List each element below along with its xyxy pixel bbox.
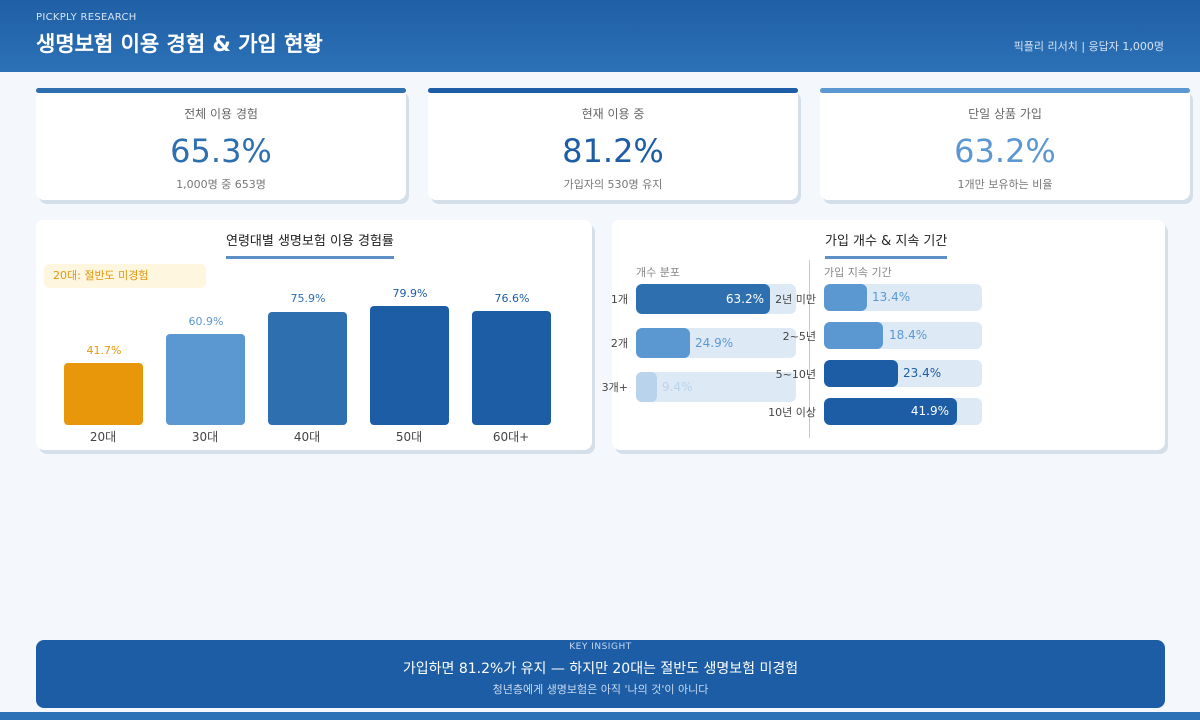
subhead-duration: 가입 지속 기간 xyxy=(824,266,892,279)
bar-value: 24.9% xyxy=(695,336,734,350)
bar-category: 5~10년 xyxy=(775,368,816,381)
bar-track-3: 9.4% xyxy=(636,372,796,402)
bar-50s xyxy=(370,306,449,425)
bar-category: 2년 미만 xyxy=(775,293,816,306)
bar-60s-plus xyxy=(472,311,551,425)
bar-category: 3개+ xyxy=(601,381,628,394)
bar-value: 9.4% xyxy=(662,380,693,394)
bar-category: 2개 xyxy=(610,337,628,350)
bar-track-2-5y: 18.4% xyxy=(824,322,982,349)
footer-bar xyxy=(0,712,1200,720)
bar-fill xyxy=(636,284,770,314)
panel-title: 가입 개수 & 지속 기간 xyxy=(825,230,948,259)
header-meta: 픽플리 리서치 | 응답자 1,000명 xyxy=(1013,40,1164,53)
x-axis-label: 60대+ xyxy=(492,430,530,444)
x-axis-label: 30대 xyxy=(191,430,219,444)
kpi-sub: 1,000명 중 653명 xyxy=(176,178,266,191)
bar-category: 10년 이상 xyxy=(768,406,816,419)
bar-value: 13.4% xyxy=(872,290,911,304)
kpi-accent-bar xyxy=(36,88,406,93)
bar-value: 63.2% xyxy=(725,292,764,306)
brand-label: PICKPLY RESEARCH xyxy=(36,12,137,23)
bar-fill xyxy=(824,360,898,387)
x-axis-label: 50대 xyxy=(395,430,423,444)
bar-value-label: 79.9% xyxy=(392,287,428,300)
bar-value: 18.4% xyxy=(889,328,928,342)
kpi-accent-bar xyxy=(428,88,798,93)
bar-track-2: 24.9% xyxy=(636,328,796,358)
kpi-sub: 가입자의 530명 유지 xyxy=(563,178,663,191)
bar-fill xyxy=(824,322,883,349)
bar-value-label: 60.9% xyxy=(188,315,224,328)
divider xyxy=(809,260,810,438)
kpi-card-single-product: 단일 상품 가입 63.2% 1개만 보유하는 비율 xyxy=(820,88,1190,200)
bar-track-5-10y: 23.4% xyxy=(824,360,982,387)
bar-track-under-2y: 13.4% xyxy=(824,284,982,311)
bar-20s xyxy=(64,363,143,425)
count-duration-panel: 가입 개수 & 지속 기간 개수 분포 가입 지속 기간 1개 63.2% 2개… xyxy=(602,220,1165,450)
bar-value: 23.4% xyxy=(903,366,942,380)
insight-kicker: KEY INSIGHT xyxy=(569,642,632,652)
key-insight-banner: KEY INSIGHT 가입하면 81.2%가 유지 — 하지만 20대는 절반… xyxy=(36,640,1165,708)
page-header: PICKPLY RESEARCH 생명보험 이용 경험 & 가입 현황 픽플리 … xyxy=(0,0,1200,72)
bar-category: 2~5년 xyxy=(782,330,816,343)
kpi-value: 81.2% xyxy=(562,132,664,170)
kpi-value: 63.2% xyxy=(954,132,1056,170)
bar-fill xyxy=(636,328,690,358)
bar-category: 1개 xyxy=(610,293,628,306)
bar-value-label: 76.6% xyxy=(494,292,530,305)
page-title: 생명보험 이용 경험 & 가입 현황 xyxy=(36,32,323,56)
annotation-note: 20대: 절반도 미경험 xyxy=(44,264,206,288)
kpi-label: 전체 이용 경험 xyxy=(184,107,258,121)
panel-title: 연령대별 생명보험 이용 경험률 xyxy=(226,230,394,259)
x-axis-label: 40대 xyxy=(293,430,321,444)
bar-value: 41.9% xyxy=(910,404,949,418)
bar-40s xyxy=(268,312,347,425)
kpi-label: 현재 이용 중 xyxy=(581,107,645,121)
age-chart-panel: 연령대별 생명보험 이용 경험률 20대: 절반도 미경험 41.7% 20대 … xyxy=(36,220,592,450)
bar-track-1: 63.2% xyxy=(636,284,796,314)
bar-value-label: 41.7% xyxy=(86,344,122,357)
bar-30s xyxy=(166,334,245,425)
kpi-card-total-experience: 전체 이용 경험 65.3% 1,000명 중 653명 xyxy=(36,88,406,200)
insight-subtext: 청년층에게 생명보험은 아직 '나의 것'이 아니다 xyxy=(492,683,709,696)
kpi-card-current-use: 현재 이용 중 81.2% 가입자의 530명 유지 xyxy=(428,88,798,200)
insight-headline: 가입하면 81.2%가 유지 — 하지만 20대는 절반도 생명보험 미경험 xyxy=(402,661,799,677)
kpi-accent-bar xyxy=(820,88,1190,93)
kpi-sub: 1개만 보유하는 비율 xyxy=(957,178,1053,191)
bar-fill xyxy=(824,398,957,425)
bar-fill xyxy=(824,284,867,311)
x-axis-label: 20대 xyxy=(89,430,117,444)
subhead-count: 개수 분포 xyxy=(636,266,680,279)
bar-track-over-10y: 41.9% xyxy=(824,398,982,425)
kpi-label: 단일 상품 가입 xyxy=(968,107,1042,121)
kpi-value: 65.3% xyxy=(170,132,272,170)
bar-value-label: 75.9% xyxy=(290,292,326,305)
bar-fill xyxy=(636,372,657,402)
